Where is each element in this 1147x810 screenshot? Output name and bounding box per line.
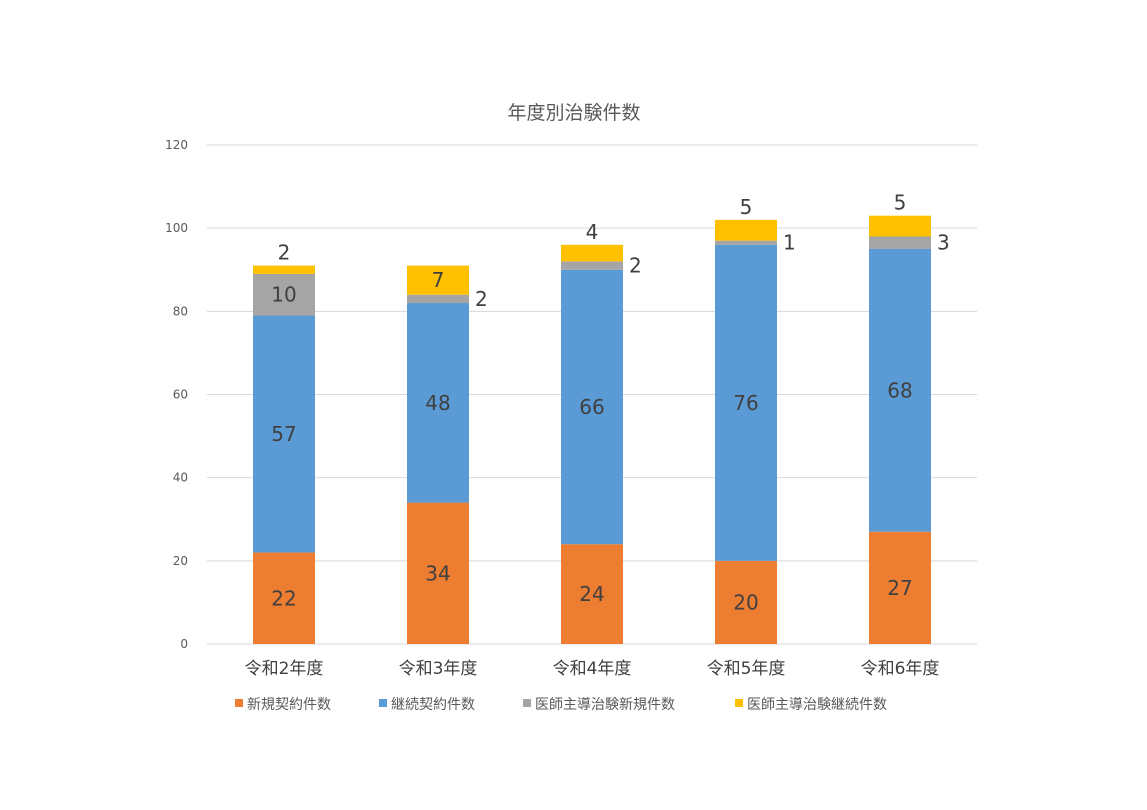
- data-label: 34: [425, 561, 450, 585]
- data-label: 2: [475, 287, 488, 311]
- bar-segment: [561, 544, 623, 644]
- legend-item: 医師主導治験継続件数: [735, 696, 887, 713]
- bar-segment: [253, 265, 315, 274]
- data-label: 2: [278, 241, 291, 265]
- x-tick-label: 令和6年度: [861, 659, 940, 679]
- bar-segment: [715, 560, 777, 644]
- y-tick-label: 0: [180, 637, 188, 651]
- data-label: 5: [894, 191, 907, 215]
- bar-segment: [407, 294, 469, 304]
- y-tick-label: 60: [173, 388, 188, 402]
- y-tick-label: 80: [173, 304, 188, 318]
- bar-segment: [407, 303, 469, 503]
- bar-segment: [561, 244, 623, 262]
- data-label: 7: [432, 268, 445, 292]
- data-label: 22: [271, 586, 296, 610]
- y-tick-label: 100: [165, 221, 188, 235]
- bars: [253, 215, 931, 644]
- bar-segment: [561, 261, 623, 270]
- data-label: 68: [887, 378, 912, 402]
- data-label: 27: [887, 576, 912, 600]
- y-tick-label: 120: [165, 138, 188, 152]
- legend-label: 医師主導治験継続件数: [747, 696, 887, 713]
- bar-segment: [253, 315, 315, 553]
- bar-segment: [869, 531, 931, 644]
- legend-swatch: [379, 699, 387, 707]
- chart-title: 年度別治験件数: [507, 102, 640, 124]
- data-label: 3: [937, 231, 950, 255]
- x-tick-label: 令和3年度: [399, 659, 478, 679]
- data-label: 57: [271, 422, 296, 446]
- x-tick-label: 令和4年度: [553, 659, 632, 679]
- data-label: 24: [579, 582, 604, 606]
- data-label: 4: [586, 220, 599, 244]
- y-axis: 0 20 40 60 80 100 120: [165, 138, 188, 651]
- bar-segment: [869, 215, 931, 237]
- bar-segment: [253, 273, 315, 316]
- legend-label: 継続契約件数: [391, 696, 475, 713]
- y-tick-label: 20: [173, 554, 188, 568]
- bar-segment: [407, 265, 469, 295]
- legend-item: 医師主導治験新規件数: [523, 697, 675, 713]
- bar-segment: [407, 502, 469, 644]
- x-tick-label: 令和5年度: [707, 659, 786, 679]
- legend-swatch: [735, 699, 743, 707]
- x-axis: 令和2年度 令和3年度 令和4年度 令和5年度 令和6年度: [245, 659, 940, 679]
- data-label: 5: [740, 195, 753, 219]
- data-label: 76: [733, 391, 758, 415]
- data-label: 66: [579, 395, 604, 419]
- data-label: 48: [425, 391, 450, 415]
- legend: 新規契約件数 継続契約件数 医師主導治験新規件数 医師主導治験継続件数: [235, 696, 887, 713]
- x-tick-label: 令和2年度: [245, 659, 324, 679]
- bar-segment: [715, 240, 777, 245]
- data-label: 10: [271, 283, 296, 307]
- data-label: 2: [629, 254, 642, 278]
- legend-label: 新規契約件数: [247, 697, 331, 713]
- data-label: 20: [733, 590, 758, 614]
- legend-item: 継続契約件数: [379, 696, 475, 713]
- bar-segment: [561, 269, 623, 545]
- bar-segment: [715, 244, 777, 561]
- y-tick-label: 40: [173, 471, 188, 485]
- legend-item: 新規契約件数: [235, 697, 331, 713]
- legend-swatch: [523, 699, 531, 707]
- bar-segment: [869, 248, 931, 532]
- data-label: 1: [783, 231, 796, 255]
- bar-segment: [869, 236, 931, 249]
- bar-segment: [253, 552, 315, 644]
- legend-swatch: [235, 699, 243, 707]
- bar-segment: [715, 219, 777, 241]
- legend-label: 医師主導治験新規件数: [535, 697, 675, 713]
